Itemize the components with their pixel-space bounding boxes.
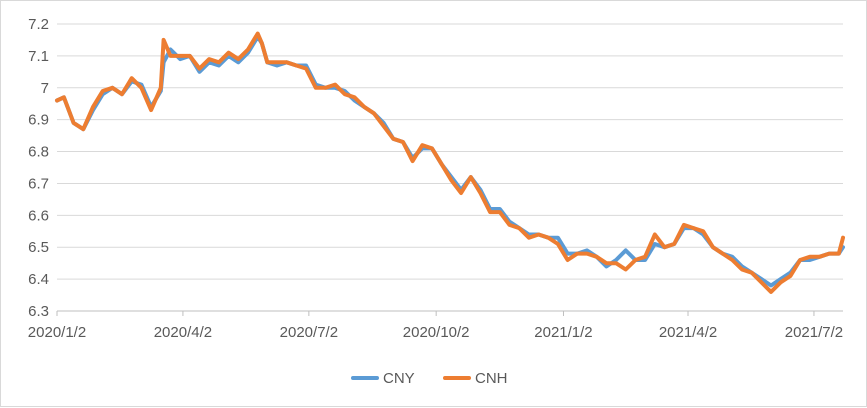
y-tick-label: 6.4 — [28, 271, 49, 288]
x-tick-label: 2021/1/2 — [534, 324, 592, 341]
gridlines — [57, 23, 843, 280]
x-tick-label: 2021/4/2 — [659, 324, 717, 341]
y-tick-label: 7 — [41, 80, 49, 97]
x-tick-label: 2020/7/2 — [280, 324, 338, 341]
axes: 6.3 6.4 6.5 6.6 6.7 6.8 6.9 7 7.1 7.2 2020/1/2 2020… — [28, 16, 843, 341]
series-line-cny — [55, 34, 845, 288]
legend: CNY CNH — [351, 370, 508, 387]
y-tick-label: 7.2 — [28, 16, 49, 33]
y-tick-label: 6.8 — [28, 144, 49, 161]
y-tick-label: 6.3 — [28, 303, 49, 320]
y-tick-label: 6.5 — [28, 239, 49, 256]
y-tick-label: 6.6 — [28, 207, 49, 224]
x-tick-label: 2021/7/2 — [785, 324, 843, 341]
x-tick-label: 2020/1/2 — [28, 324, 86, 341]
legend-label-cnh: CNH — [475, 370, 508, 387]
y-tick-label: 7.1 — [28, 48, 49, 65]
y-tick-label: 6.9 — [28, 112, 49, 129]
x-tick-label: 2020/10/2 — [403, 324, 470, 341]
y-tick-label: 6.7 — [28, 175, 49, 192]
legend-label-cny: CNY — [383, 370, 415, 387]
series-line-cnh — [55, 31, 845, 294]
x-tick-label: 2020/4/2 — [154, 324, 212, 341]
series-lines — [55, 31, 845, 294]
